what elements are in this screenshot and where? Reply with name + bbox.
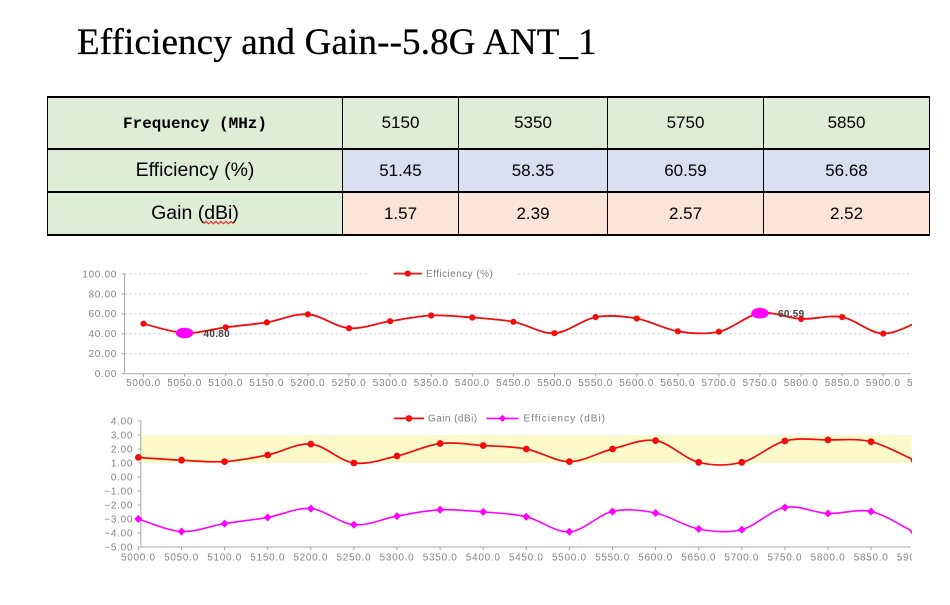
svg-text:5900.0: 5900.0 xyxy=(866,378,901,389)
svg-text:2.00: 2.00 xyxy=(111,444,133,455)
svg-text:5400.0: 5400.0 xyxy=(455,378,490,389)
svg-text:0.00: 0.00 xyxy=(111,472,133,483)
svg-text:5050.0: 5050.0 xyxy=(164,553,199,564)
svg-text:5750.0: 5750.0 xyxy=(768,553,803,564)
svg-text:5800.0: 5800.0 xyxy=(811,553,846,564)
svg-text:5150.0: 5150.0 xyxy=(249,378,284,389)
svg-text:5250.0: 5250.0 xyxy=(337,553,372,564)
svg-text:5000.0: 5000.0 xyxy=(121,553,156,564)
svg-text:Efficiency (%): Efficiency (%) xyxy=(426,269,493,280)
svg-text:5400.0: 5400.0 xyxy=(466,553,501,564)
svg-text:5600.0: 5600.0 xyxy=(619,378,654,389)
svg-text:Efficiency (dBi): Efficiency (dBi) xyxy=(524,414,607,425)
svg-text:5650.0: 5650.0 xyxy=(660,378,695,389)
svg-text:40.00: 40.00 xyxy=(88,329,117,340)
svg-text:5550.0: 5550.0 xyxy=(595,553,630,564)
svg-text:−4.00: −4.00 xyxy=(104,528,133,539)
svg-text:60.00: 60.00 xyxy=(88,309,117,320)
svg-text:5650.0: 5650.0 xyxy=(681,553,716,564)
svg-text:5450.0: 5450.0 xyxy=(496,378,531,389)
svg-text:4.00: 4.00 xyxy=(111,416,133,427)
svg-text:5500.0: 5500.0 xyxy=(552,553,587,564)
svg-text:−5.00: −5.00 xyxy=(104,542,133,553)
svg-text:Gain (dBi): Gain (dBi) xyxy=(428,414,478,425)
svg-text:60.59: 60.59 xyxy=(778,309,805,320)
svg-text:5150.0: 5150.0 xyxy=(250,553,285,564)
svg-text:5200.0: 5200.0 xyxy=(291,378,326,389)
svg-text:5350.0: 5350.0 xyxy=(414,378,449,389)
svg-text:5100.0: 5100.0 xyxy=(207,553,242,564)
svg-text:5850.0: 5850.0 xyxy=(825,378,860,389)
svg-text:3.00: 3.00 xyxy=(111,430,133,441)
svg-text:5600.0: 5600.0 xyxy=(638,553,673,564)
svg-text:5050.0: 5050.0 xyxy=(167,378,202,389)
svg-text:−1.00: −1.00 xyxy=(104,486,133,497)
svg-text:5300.0: 5300.0 xyxy=(380,553,415,564)
svg-text:−3.00: −3.00 xyxy=(104,514,133,525)
svg-text:40.80: 40.80 xyxy=(204,329,231,340)
svg-text:1.00: 1.00 xyxy=(111,458,133,469)
svg-text:5300.0: 5300.0 xyxy=(373,378,408,389)
svg-text:20.00: 20.00 xyxy=(88,349,117,360)
svg-text:5900.0: 5900.0 xyxy=(897,553,932,564)
svg-text:5250.0: 5250.0 xyxy=(332,378,367,389)
svg-text:−2.00: −2.00 xyxy=(104,500,133,511)
svg-text:5000.0: 5000.0 xyxy=(126,378,161,389)
svg-text:5700.0: 5700.0 xyxy=(702,378,737,389)
svg-text:5200.0: 5200.0 xyxy=(293,553,328,564)
svg-text:100.00: 100.00 xyxy=(82,269,117,280)
svg-text:5450.0: 5450.0 xyxy=(509,553,544,564)
svg-text:0.00: 0.00 xyxy=(95,369,117,380)
svg-text:5850.0: 5850.0 xyxy=(854,553,889,564)
svg-text:5700.0: 5700.0 xyxy=(724,553,759,564)
svg-text:5800.0: 5800.0 xyxy=(784,378,819,389)
svg-text:5100.0: 5100.0 xyxy=(208,378,243,389)
svg-text:5950.0: 5950.0 xyxy=(907,378,942,389)
svg-text:5550.0: 5550.0 xyxy=(578,378,613,389)
svg-text:5350.0: 5350.0 xyxy=(423,553,458,564)
svg-text:80.00: 80.00 xyxy=(88,289,117,300)
svg-text:5750.0: 5750.0 xyxy=(743,378,778,389)
svg-text:5500.0: 5500.0 xyxy=(537,378,572,389)
